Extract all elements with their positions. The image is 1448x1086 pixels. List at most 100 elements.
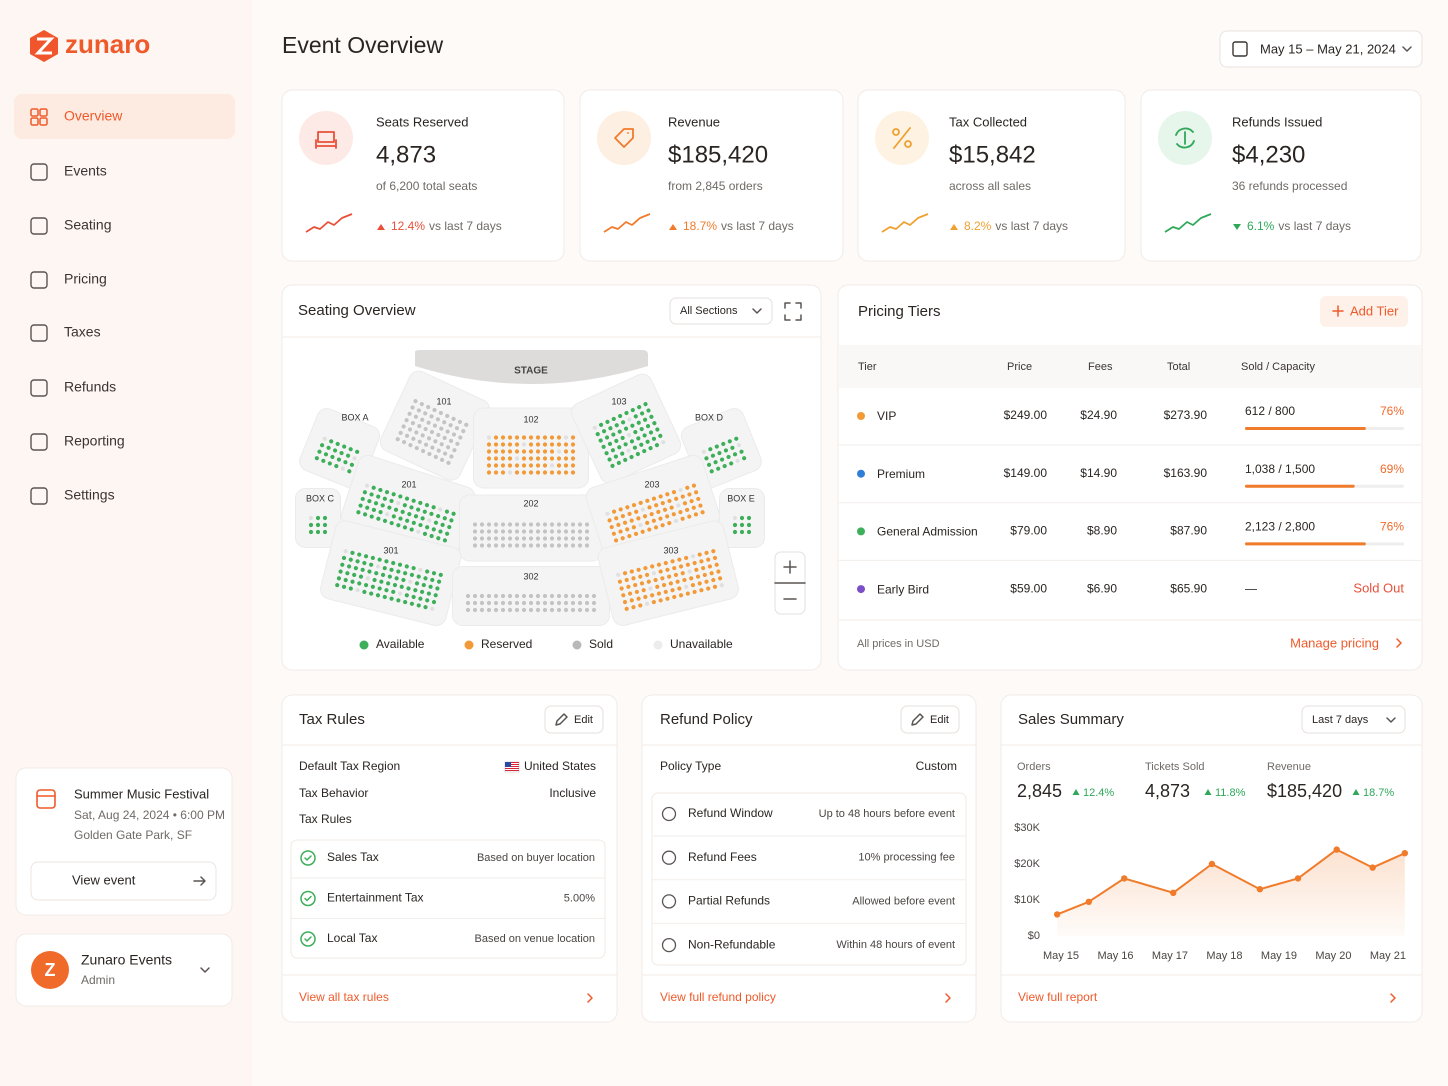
seat xyxy=(443,451,448,456)
tax-setting-value: Inclusive xyxy=(549,786,596,800)
seat xyxy=(716,569,721,574)
date-range[interactable]: May 15 – May 21, 2024 xyxy=(1260,41,1396,56)
nav-item[interactable]: Overview xyxy=(30,108,123,126)
seat xyxy=(362,560,367,566)
seat xyxy=(617,579,623,584)
refund-link[interactable]: View full refund policy xyxy=(660,990,776,1004)
seat xyxy=(711,577,716,583)
seat xyxy=(374,571,379,576)
seat xyxy=(704,550,709,555)
nav-label[interactable]: Seating xyxy=(64,217,111,233)
view-event-button[interactable] xyxy=(30,861,217,901)
nav-label[interactable]: Overview xyxy=(64,108,123,124)
seat xyxy=(355,449,360,454)
seat xyxy=(493,543,499,548)
seat xyxy=(367,499,372,504)
seat-section[interactable] xyxy=(473,407,589,489)
nav-label[interactable]: Settings xyxy=(64,487,115,503)
refund-icon xyxy=(661,937,677,953)
seat xyxy=(335,583,340,588)
seat xyxy=(479,529,485,534)
seat xyxy=(399,584,404,589)
nav-item[interactable]: Taxes xyxy=(30,324,101,342)
section-filter-label[interactable]: All Sections xyxy=(680,305,738,317)
period-filter-label[interactable]: Last 7 days xyxy=(1312,714,1369,726)
seat xyxy=(577,543,583,548)
seat xyxy=(521,536,527,541)
seat-section[interactable] xyxy=(377,368,493,484)
nav-label[interactable]: Taxes xyxy=(64,324,101,340)
seat-section[interactable] xyxy=(459,494,603,562)
nav-item[interactable]: Events xyxy=(30,163,107,181)
nav-item[interactable]: Refunds xyxy=(30,379,116,397)
edit-button[interactable] xyxy=(544,705,604,734)
seat-section[interactable] xyxy=(719,488,765,548)
seat xyxy=(656,591,662,596)
tier-sold: 1,038 / 1,500 xyxy=(1245,462,1315,476)
manage-pricing-link[interactable]: Manage pricing xyxy=(1290,635,1379,650)
seat xyxy=(677,586,682,591)
seat xyxy=(493,435,499,440)
nav-label[interactable]: Events xyxy=(64,163,107,179)
nav-item[interactable]: Seating xyxy=(30,217,111,235)
seat xyxy=(637,404,642,410)
refund-icon xyxy=(661,894,677,909)
tax-link[interactable]: View all tax rules xyxy=(299,990,389,1004)
nav-label[interactable]: Reporting xyxy=(64,433,125,449)
nav-label[interactable]: Pricing xyxy=(64,271,107,287)
seat xyxy=(667,498,672,504)
seat xyxy=(370,584,375,589)
seat xyxy=(521,435,527,440)
seat xyxy=(658,516,663,521)
seat-section[interactable] xyxy=(452,566,610,626)
date-picker[interactable] xyxy=(1219,30,1423,68)
seat xyxy=(595,432,600,437)
seat xyxy=(549,600,555,606)
seat xyxy=(521,456,527,461)
view-event-label[interactable]: View event xyxy=(72,872,136,887)
seat xyxy=(618,413,623,419)
seat xyxy=(314,456,319,461)
edit-label[interactable]: Edit xyxy=(930,714,949,726)
add-tier-label[interactable]: Add Tier xyxy=(1350,303,1399,318)
edit-label[interactable]: Edit xyxy=(574,714,593,726)
seat xyxy=(746,522,752,528)
seat xyxy=(680,494,685,499)
sidebar xyxy=(0,0,252,1086)
seat xyxy=(422,509,427,514)
nav-label[interactable]: Refunds xyxy=(64,379,116,395)
section-filter[interactable] xyxy=(669,297,773,325)
seat xyxy=(382,518,388,524)
edit-button[interactable] xyxy=(900,705,960,734)
sales-link[interactable]: View full report xyxy=(1018,990,1098,1004)
tier-total: $65.90 xyxy=(1170,581,1207,595)
seat xyxy=(622,520,628,525)
seat-section[interactable] xyxy=(568,371,684,487)
seat-section[interactable] xyxy=(596,519,741,628)
nav-item[interactable]: Pricing xyxy=(30,271,107,289)
seat xyxy=(701,566,706,571)
kpi-label: Seats Reserved xyxy=(376,114,469,129)
seat xyxy=(687,492,692,497)
add-tier-button[interactable] xyxy=(1320,296,1408,327)
legend-dot xyxy=(359,640,369,650)
seat xyxy=(563,442,569,447)
nav-item[interactable]: Settings xyxy=(30,487,115,505)
refund-item-label: Refund Window xyxy=(688,806,773,820)
seat xyxy=(665,514,670,519)
kpi-icon xyxy=(893,127,911,149)
tax-rule-value: Based on venue location xyxy=(475,933,595,945)
seat xyxy=(611,432,616,437)
seat xyxy=(685,562,690,567)
nav-item[interactable]: Reporting xyxy=(30,433,125,451)
seat xyxy=(647,505,652,510)
refund-item-label: Non-Refundable xyxy=(688,937,776,951)
seat xyxy=(719,583,724,588)
seat xyxy=(397,591,403,596)
seat xyxy=(528,536,534,541)
seat xyxy=(663,560,668,566)
seat xyxy=(617,445,622,450)
seat-section[interactable] xyxy=(295,488,341,548)
seat xyxy=(708,447,713,452)
period-filter[interactable] xyxy=(1301,705,1406,734)
